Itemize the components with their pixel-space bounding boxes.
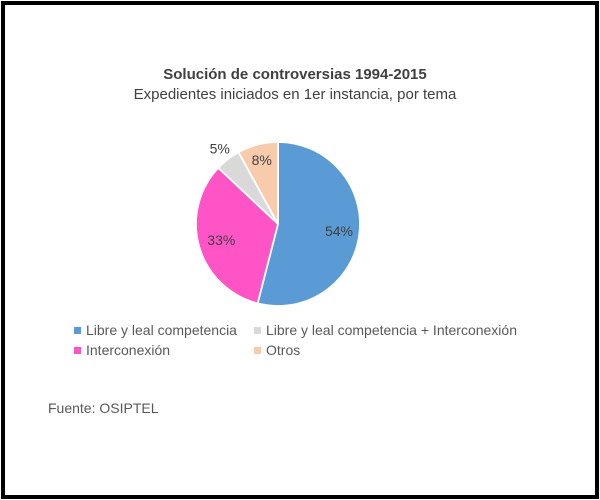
pie-chart-svg: 54% 33% 5% 8%	[195, 140, 361, 307]
legend-label: Libre y leal competencia + Interconexión	[266, 322, 517, 338]
pie-slice-value-label: 54%	[325, 223, 353, 239]
pie-slice-1	[195, 166, 280, 305]
chart-title: Solución de controversias 1994-2015	[163, 66, 427, 83]
legend-item: Otros	[254, 342, 517, 358]
legend-swatch-icon	[254, 346, 261, 354]
chart-legend: Libre y leal competencia Libre y leal com…	[74, 320, 517, 360]
legend-swatch-icon	[74, 346, 81, 354]
source-note: Fuente: OSIPTEL	[48, 400, 159, 416]
legend-item: Libre y leal competencia + Interconexión	[254, 322, 517, 338]
chart-subtitle: Expedientes iniciados en 1er instancia, …	[133, 86, 457, 103]
legend-label: Interconexión	[86, 342, 171, 358]
pie-slice-value-label: 5%	[210, 140, 230, 156]
legend-swatch-icon	[254, 326, 261, 334]
pie-slice-3	[237, 141, 279, 225]
pie-slice-value-label: 33%	[207, 232, 235, 248]
pie-slice-0	[256, 141, 361, 307]
pie-slice-value-label: 8%	[252, 152, 272, 168]
legend-swatch-icon	[74, 326, 81, 334]
legend-item: Libre y leal competencia	[74, 322, 254, 338]
legend-label: Otros	[266, 342, 301, 358]
legend-item: Interconexión	[74, 342, 254, 358]
pie-chart: 54% 33% 5% 8%	[140, 115, 430, 335]
legend-label: Libre y leal competencia	[86, 322, 237, 338]
